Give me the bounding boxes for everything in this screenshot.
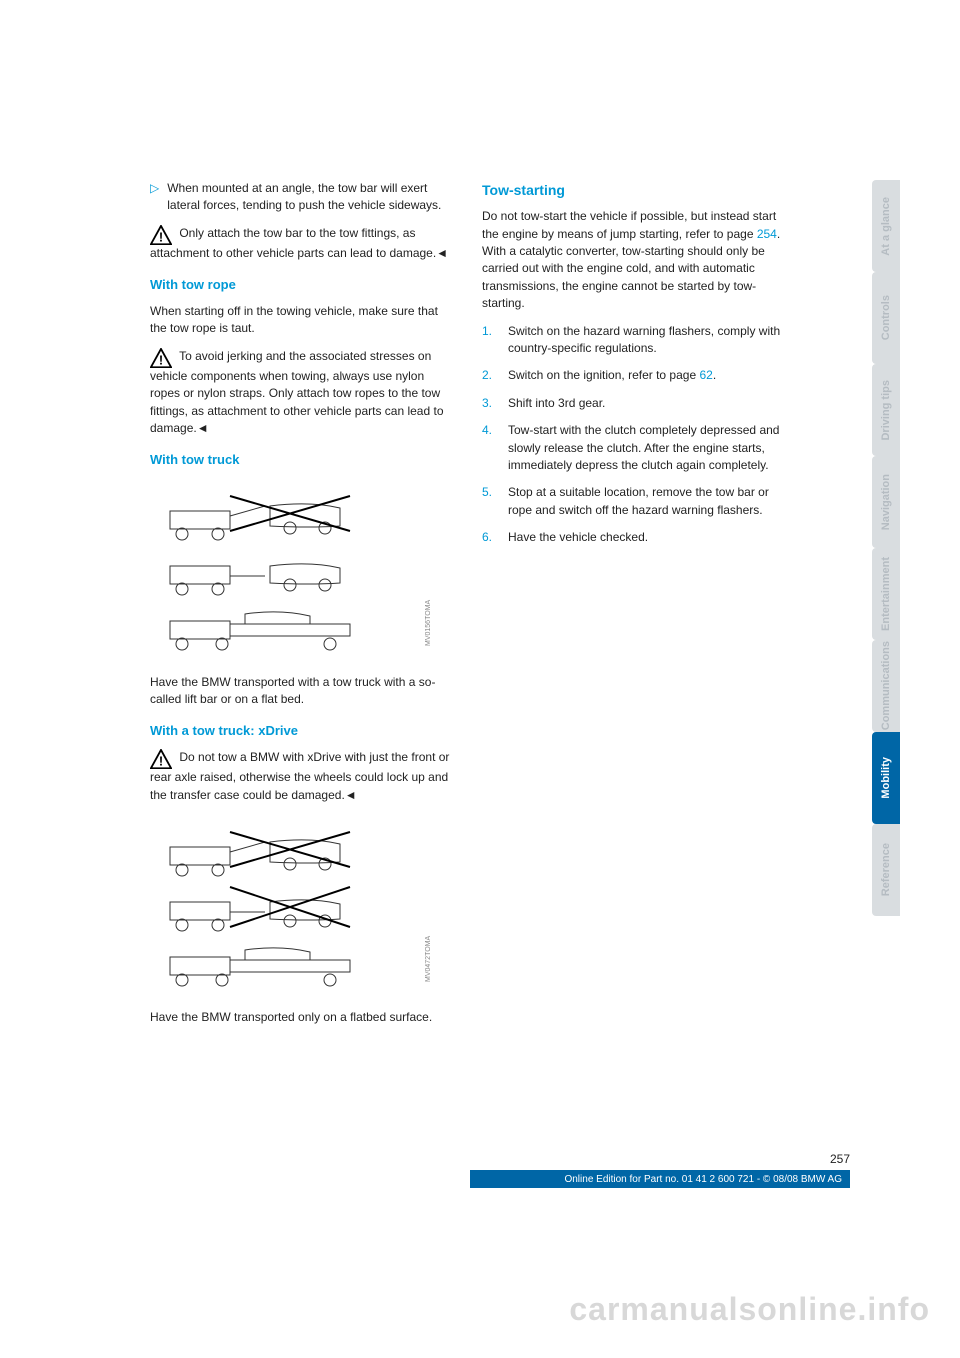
tab-label: Reference (880, 843, 892, 896)
section-heading: With a tow truck: xDrive (150, 722, 450, 741)
left-column: ▷ When mounted at an angle, the tow bar … (150, 180, 450, 1037)
page-link[interactable]: 254 (757, 227, 777, 241)
list-text: Switch on the ignition, refer to page 62… (508, 367, 716, 384)
section-heading: With tow rope (150, 276, 450, 295)
text-fragment: Switch on the ignition, refer to page (508, 368, 699, 382)
warning-block: ! To avoid jerking and the associated st… (150, 348, 450, 438)
list-text: Shift into 3rd gear. (508, 395, 605, 412)
svg-text:!: ! (159, 229, 163, 244)
body-text: Do not tow-start the vehicle if possible… (482, 208, 782, 312)
warning-text: Do not tow a BMW with xDrive with just t… (150, 750, 449, 801)
tab-label: Controls (880, 295, 892, 340)
tab-label: At a glance (880, 197, 892, 256)
list-number: 2. (482, 367, 498, 384)
footer-copyright: Online Edition for Part no. 01 41 2 600 … (564, 1174, 842, 1185)
tab-label: Entertainment (880, 557, 892, 631)
body-text: Have the BMW transported with a tow truc… (150, 674, 450, 709)
tab-navigation[interactable]: Navigation (872, 456, 900, 548)
list-text: Stop at a suitable location, remove the … (508, 484, 782, 519)
footer-bar: Online Edition for Part no. 01 41 2 600 … (470, 1170, 850, 1188)
list-number: 3. (482, 395, 498, 412)
svg-text:!: ! (159, 754, 163, 769)
xdrive-diagram: MV0472TOMA (150, 822, 450, 992)
tab-reference[interactable]: Reference (872, 824, 900, 916)
warning-block: ! Only attach the tow bar to the tow fit… (150, 225, 450, 262)
warning-triangle-icon: ! (150, 348, 172, 368)
list-item: 6. Have the vehicle checked. (482, 529, 782, 546)
tab-at-a-glance[interactable]: At a glance (872, 180, 900, 272)
page-link[interactable]: 62 (699, 368, 712, 382)
tab-label: Communications (880, 641, 892, 730)
list-number: 1. (482, 323, 498, 358)
tab-label: Mobility (880, 757, 892, 799)
list-text: Tow-start with the clutch completely dep… (508, 422, 782, 474)
list-number: 6. (482, 529, 498, 546)
tab-controls[interactable]: Controls (872, 272, 900, 364)
bullet-marker-icon: ▷ (150, 180, 159, 215)
list-text: Switch on the hazard warning flashers, c… (508, 323, 782, 358)
body-text: Have the BMW transported only on a flatb… (150, 1009, 450, 1026)
section-heading: With tow truck (150, 451, 450, 470)
list-item: 2. Switch on the ignition, refer to page… (482, 367, 782, 384)
warning-block: ! Do not tow a BMW with xDrive with just… (150, 749, 450, 804)
bullet-item: ▷ When mounted at an angle, the tow bar … (150, 180, 450, 215)
side-tabs: At a glance Controls Driving tips Naviga… (872, 180, 900, 916)
svg-text:MV0156TOMA: MV0156TOMA (425, 600, 432, 646)
tow-truck-diagram: MV0156TOMA (150, 486, 450, 656)
body-text: When starting off in the towing vehicle,… (150, 303, 450, 338)
content-columns: ▷ When mounted at an angle, the tow bar … (150, 180, 920, 1037)
section-heading: Tow-starting (482, 180, 782, 200)
tab-label: Driving tips (880, 380, 892, 441)
warning-triangle-icon: ! (150, 749, 172, 769)
tab-driving-tips[interactable]: Driving tips (872, 364, 900, 456)
warning-text: To avoid jerking and the associated stre… (150, 349, 444, 435)
list-item: 1. Switch on the hazard warning flashers… (482, 323, 782, 358)
tab-label: Navigation (880, 474, 892, 530)
warning-text: Only attach the tow bar to the tow fitti… (150, 226, 448, 260)
list-number: 4. (482, 422, 498, 474)
text-fragment: Do not tow-start the vehicle if possible… (482, 209, 776, 240)
list-number: 5. (482, 484, 498, 519)
list-text: Have the vehicle checked. (508, 529, 648, 546)
tab-mobility[interactable]: Mobility (872, 732, 900, 824)
tab-entertainment[interactable]: Entertainment (872, 548, 900, 640)
manual-page: ▷ When mounted at an angle, the tow bar … (0, 0, 960, 1358)
page-number: 257 (830, 1152, 850, 1166)
right-column: Tow-starting Do not tow-start the vehicl… (482, 180, 782, 1037)
svg-text:!: ! (159, 352, 163, 367)
text-fragment: . (713, 368, 716, 382)
bullet-text: When mounted at an angle, the tow bar wi… (167, 180, 450, 215)
warning-triangle-icon: ! (150, 225, 172, 245)
list-item: 4. Tow-start with the clutch completely … (482, 422, 782, 474)
watermark: carmanualsonline.info (569, 1291, 930, 1328)
list-item: 3. Shift into 3rd gear. (482, 395, 782, 412)
list-item: 5. Stop at a suitable location, remove t… (482, 484, 782, 519)
svg-text:MV0472TOMA: MV0472TOMA (425, 936, 432, 982)
tab-communications[interactable]: Communications (872, 640, 900, 732)
